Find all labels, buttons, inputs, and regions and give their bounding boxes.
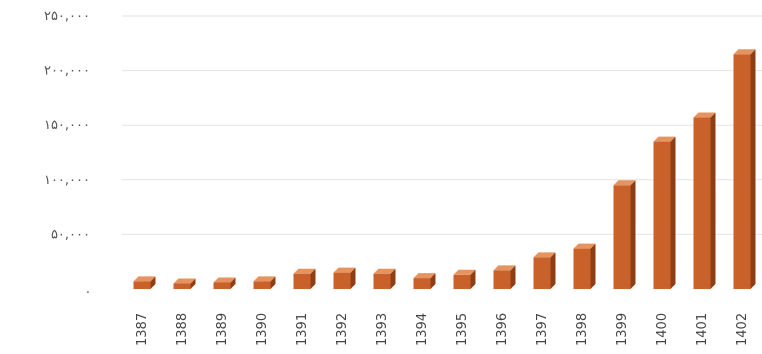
bar xyxy=(493,265,516,289)
bar-top xyxy=(493,265,516,271)
bar-top xyxy=(653,136,676,142)
bar-top xyxy=(613,180,636,186)
bar-top xyxy=(533,252,556,258)
x-tick-label: 1401 xyxy=(695,313,710,346)
x-tick-label: 1392 xyxy=(335,313,350,346)
bar-side xyxy=(630,180,636,289)
y-tick-label: ۵۰,۰۰۰ xyxy=(51,227,90,242)
bar xyxy=(693,112,716,289)
bar-side xyxy=(590,243,596,289)
bar-side xyxy=(230,277,236,289)
bar-front xyxy=(213,282,231,289)
bar xyxy=(373,268,396,289)
bar-side xyxy=(710,112,716,289)
y-tick-label: . xyxy=(86,282,90,297)
bar-front xyxy=(373,273,391,289)
bar-top xyxy=(733,49,756,55)
bar xyxy=(293,268,316,289)
x-tick-label: 1387 xyxy=(135,313,150,346)
x-tick-label: 1391 xyxy=(295,313,310,346)
x-axis-ticks: 1387 1388 1389 1390 1391 1392 1393 1394 1395 1396… xyxy=(135,313,750,346)
bar-side xyxy=(270,276,276,289)
bar-front xyxy=(493,270,511,289)
bar-side xyxy=(470,269,476,289)
bar-side xyxy=(150,276,156,289)
bar-top xyxy=(693,112,716,118)
x-tick-label: 1394 xyxy=(415,313,430,346)
bar-top xyxy=(373,268,396,274)
bar xyxy=(413,273,436,289)
bar-top xyxy=(413,273,436,279)
bar-top xyxy=(133,276,156,282)
bar-top xyxy=(253,276,276,282)
x-tick-label: 1402 xyxy=(735,313,750,346)
bar-top xyxy=(573,243,596,249)
bar-front xyxy=(573,248,591,289)
bar-top xyxy=(453,269,476,275)
bar-front xyxy=(613,185,631,289)
bar-top xyxy=(333,267,356,273)
y-tick-label: ۱۰۰,۰۰۰ xyxy=(44,173,90,188)
bar-front xyxy=(173,283,191,289)
bar xyxy=(653,136,676,289)
bar-side xyxy=(430,273,436,289)
bar-side xyxy=(670,136,676,289)
bar-front xyxy=(533,257,551,289)
y-tick-label: ۱۵۰,۰۰۰ xyxy=(44,118,90,133)
bar xyxy=(213,277,236,289)
bar-side xyxy=(310,268,316,289)
y-tick-label: ۲۵۰,۰۰۰ xyxy=(44,9,90,24)
bar-front xyxy=(733,54,751,289)
bar xyxy=(733,49,756,289)
bar-top xyxy=(213,277,236,283)
bar-side xyxy=(750,49,756,289)
bar-side xyxy=(550,252,556,289)
bar-front xyxy=(453,274,471,289)
x-tick-label: 1390 xyxy=(255,313,270,346)
bar-front xyxy=(253,281,271,289)
bar xyxy=(533,252,556,289)
y-tick-label: ۲۰۰,۰۰۰ xyxy=(44,64,90,79)
bar-top xyxy=(173,278,196,284)
bar xyxy=(253,276,276,289)
x-tick-label: 1389 xyxy=(215,313,230,346)
bar xyxy=(333,267,356,289)
bar-front xyxy=(293,273,311,289)
bar xyxy=(173,278,196,289)
bar-front xyxy=(693,117,711,289)
bar xyxy=(133,276,156,289)
bars xyxy=(133,49,756,289)
x-tick-label: 1399 xyxy=(615,313,630,346)
bar xyxy=(613,180,636,289)
x-tick-label: 1397 xyxy=(535,313,550,346)
bar xyxy=(453,269,476,289)
bar-side xyxy=(390,268,396,289)
bar-front xyxy=(133,281,151,289)
bar-side xyxy=(190,278,196,289)
x-tick-label: 1395 xyxy=(455,313,470,346)
x-tick-label: 1400 xyxy=(655,313,670,346)
bar xyxy=(573,243,596,289)
bar-front xyxy=(413,278,431,289)
x-tick-label: 1388 xyxy=(175,313,190,346)
bar-front xyxy=(653,141,671,289)
x-tick-label: 1398 xyxy=(575,313,590,346)
x-tick-label: 1393 xyxy=(375,313,390,346)
bar-side xyxy=(510,265,516,289)
bar-top xyxy=(293,268,316,274)
bar-side xyxy=(350,267,356,289)
bar-front xyxy=(333,272,351,289)
y-axis-ticks: . ۵۰,۰۰۰ ۱۰۰,۰۰۰ ۱۵۰,۰۰۰ ۲۰۰,۰۰۰ ۲۵۰,۰۰۰ xyxy=(44,9,90,297)
x-tick-label: 1396 xyxy=(495,313,510,346)
